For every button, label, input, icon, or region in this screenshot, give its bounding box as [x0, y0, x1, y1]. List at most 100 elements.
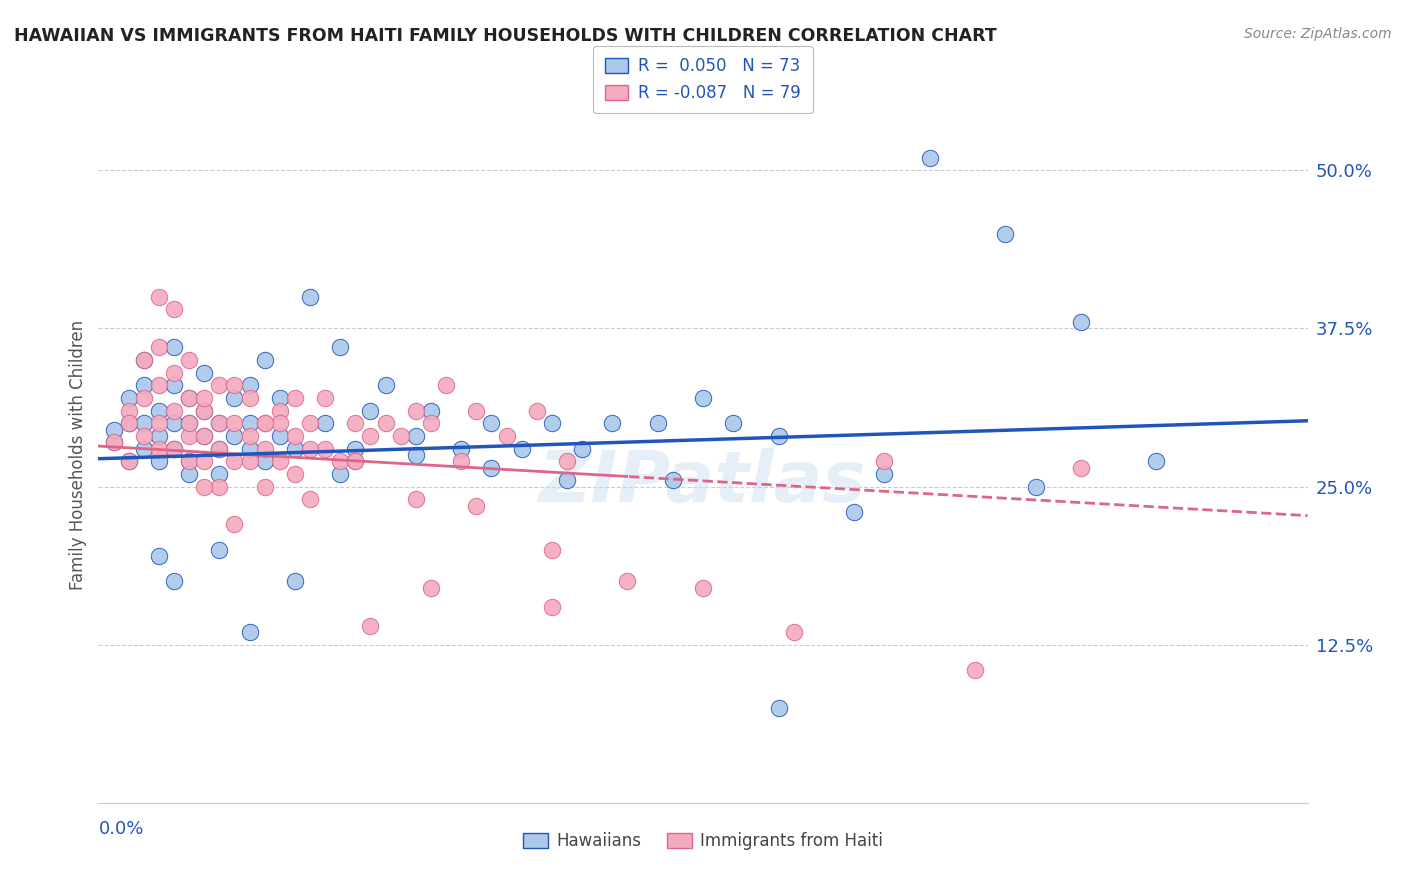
Point	[768, 429, 790, 443]
Point	[224, 391, 246, 405]
Point	[148, 340, 170, 354]
Point	[224, 417, 246, 431]
Point	[148, 378, 170, 392]
Point	[193, 391, 215, 405]
Point	[540, 542, 562, 557]
Point	[148, 290, 170, 304]
Point	[299, 492, 322, 507]
Point	[163, 378, 186, 392]
Point	[434, 378, 457, 392]
Point	[1070, 460, 1092, 475]
Point	[389, 429, 412, 443]
Point	[994, 227, 1017, 241]
Point	[179, 391, 201, 405]
Point	[481, 417, 503, 431]
Point	[179, 417, 201, 431]
Point	[239, 429, 262, 443]
Point	[148, 417, 170, 431]
Text: HAWAIIAN VS IMMIGRANTS FROM HAITI FAMILY HOUSEHOLDS WITH CHILDREN CORRELATION CH: HAWAIIAN VS IMMIGRANTS FROM HAITI FAMILY…	[14, 27, 997, 45]
Point	[374, 417, 396, 431]
Point	[314, 417, 336, 431]
Point	[540, 417, 562, 431]
Point	[1144, 454, 1167, 468]
Point	[284, 574, 307, 589]
Point	[179, 467, 201, 481]
Point	[661, 473, 683, 487]
Point	[193, 429, 215, 443]
Point	[465, 403, 488, 417]
Point	[314, 391, 336, 405]
Point	[420, 581, 443, 595]
Point	[602, 417, 624, 431]
Text: ZIPatlas: ZIPatlas	[540, 449, 866, 517]
Point	[163, 417, 186, 431]
Point	[132, 442, 155, 456]
Point	[239, 391, 262, 405]
Point	[253, 454, 276, 468]
Point	[344, 454, 367, 468]
Point	[208, 479, 231, 493]
Point	[118, 391, 141, 405]
Point	[329, 454, 352, 468]
Point	[179, 454, 201, 468]
Point	[299, 290, 322, 304]
Point	[163, 442, 186, 456]
Point	[193, 454, 215, 468]
Point	[647, 417, 669, 431]
Point	[132, 417, 155, 431]
Point	[179, 454, 201, 468]
Point	[163, 302, 186, 317]
Point	[284, 442, 307, 456]
Point	[616, 574, 638, 589]
Point	[179, 391, 201, 405]
Point	[495, 429, 517, 443]
Point	[148, 403, 170, 417]
Point	[239, 442, 262, 456]
Point	[148, 442, 170, 456]
Point	[526, 403, 548, 417]
Point	[571, 442, 593, 456]
Point	[132, 391, 155, 405]
Point	[193, 366, 215, 380]
Point	[965, 663, 987, 677]
Point	[118, 454, 141, 468]
Point	[253, 353, 276, 368]
Point	[918, 151, 941, 165]
Point	[374, 378, 396, 392]
Point	[360, 403, 382, 417]
Point	[224, 454, 246, 468]
Point	[193, 403, 215, 417]
Point	[510, 442, 533, 456]
Point	[253, 417, 276, 431]
Point	[132, 353, 155, 368]
Point	[1024, 479, 1046, 493]
Point	[555, 473, 578, 487]
Point	[314, 442, 336, 456]
Point	[118, 454, 141, 468]
Point	[239, 417, 262, 431]
Point	[284, 429, 307, 443]
Point	[873, 467, 896, 481]
Point	[269, 454, 291, 468]
Point	[253, 417, 276, 431]
Text: 0.0%: 0.0%	[98, 820, 143, 838]
Point	[844, 505, 866, 519]
Point	[253, 442, 276, 456]
Point	[540, 599, 562, 614]
Point	[132, 378, 155, 392]
Point	[239, 378, 262, 392]
Point	[208, 442, 231, 456]
Y-axis label: Family Households with Children: Family Households with Children	[69, 320, 87, 590]
Point	[284, 467, 307, 481]
Point	[148, 549, 170, 563]
Point	[405, 492, 427, 507]
Point	[481, 460, 503, 475]
Point	[269, 417, 291, 431]
Point	[208, 442, 231, 456]
Point	[163, 574, 186, 589]
Text: Source: ZipAtlas.com: Source: ZipAtlas.com	[1244, 27, 1392, 41]
Point	[163, 403, 186, 417]
Point	[284, 391, 307, 405]
Point	[420, 403, 443, 417]
Point	[253, 479, 276, 493]
